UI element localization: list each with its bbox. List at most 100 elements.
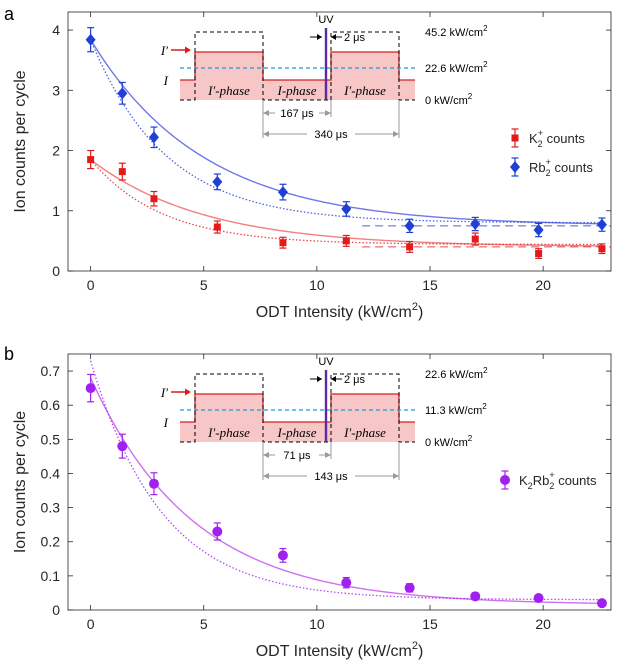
span-label-bg [307,468,355,482]
data-point-square [471,235,479,243]
data-point-square [598,245,606,253]
y-tick-label: 0 [52,263,60,279]
legend-label: K2Rb2+ counts [519,470,597,491]
pulse-width-label: 2 μs [344,32,366,44]
plot-frame [67,11,612,272]
inset-envelope [180,31,415,101]
span-label-bg [275,447,319,461]
y-tick-label: 0.4 [41,465,61,481]
uv-label: UV [318,14,334,26]
data-point-diamond [470,218,481,231]
timing-inset: UV 2 μs 22.6 kW/cm2 11.3 kW/cm2 0 kW/cm2 I′ I I… [160,356,488,483]
level-label: 22.6 kW/cm2 [425,366,488,381]
y-axis-label: Ion counts per cycle [12,411,29,553]
level-label: 0 kW/cm2 [425,92,473,107]
inset-fill [195,394,263,442]
y-tick-label: 0.2 [41,534,61,550]
span-label-2: 143 μs [314,471,348,483]
arrow-head [331,376,336,382]
level-label: 45.2 kW/cm2 [425,24,488,39]
legend-label: K2+ counts [529,128,585,149]
i-label: I [163,415,169,430]
fit-curve-dotted [90,360,602,601]
data-point-circle [212,526,223,537]
data-point-circle [470,591,481,602]
y-tick-label: 0.5 [41,431,61,447]
x-tick-label: 5 [200,277,208,293]
data-point-circle [341,577,352,588]
legend-marker [510,161,520,173]
i-prime-label: I′ [160,385,168,400]
y-tick-label: 0.6 [41,397,61,413]
timing-inset: UV 2 μs 45.2 kW/cm2 22.6 kW/cm2 0 kW/cm2 I′ I I… [160,14,488,141]
plot-frame [67,353,612,611]
data-point-diamond [596,218,607,231]
y-tick-label: 0 [52,602,60,618]
arrow-head [325,110,331,116]
data-point-square [87,156,95,164]
data-point-circle [117,441,128,452]
x-tick-label: 10 [309,277,325,293]
panel-b: b 0 5 10 15 20 0 0.1 0.2 0.3 0.4 0.5 0.6 0.7 ODT Inten… [4,344,612,660]
x-tick-label: 5 [200,616,208,632]
panel-label: a [4,4,15,24]
inset-fill [180,80,195,100]
x-tick-label: 0 [87,616,95,632]
pulse-width-label: 2 μs [344,374,366,386]
y-tick-label: 2 [52,143,60,159]
arrow-head [331,34,336,40]
inset-fill [331,52,399,100]
y-tick-label: 0.7 [41,363,61,379]
x-tick-label: 15 [422,277,438,293]
data-point-diamond [533,224,544,237]
data-point-square [279,239,287,247]
y-axis-label: Ion counts per cycle [12,70,29,212]
data-point-diamond [277,186,288,199]
i-label: I [163,73,169,88]
data-point-diamond [341,202,352,215]
inset-fill [195,52,263,100]
inset-fill [399,80,415,100]
arrow-head [263,452,269,458]
x-axis-label: ODT Intensity (kW/cm2) [256,640,424,660]
phase-label: I′-phase [207,425,250,440]
data-point-diamond [117,87,128,100]
data-point-circle [596,598,607,609]
span-label-1: 71 μs [283,450,311,462]
y-tick-label: 0.3 [41,500,61,516]
data-point-circle [277,550,288,561]
phase-label: I-phase [277,425,317,440]
data-point-circle [533,593,544,604]
span-label-1: 167 μs [280,108,314,120]
phase-label: I′-phase [343,425,386,440]
i-prime-label: I′ [160,43,168,58]
level-label: 0 kW/cm2 [425,434,473,449]
arrow-head [263,473,269,479]
y-tick-label: 1 [52,203,60,219]
x-tick-label: 0 [87,277,95,293]
legend-label: Rb2+ counts [529,157,593,178]
span-label-bg [275,105,319,119]
data-point-circle [85,383,96,394]
data-point-square [118,168,126,176]
x-axis-label: ODT Intensity (kW/cm2) [256,301,424,321]
inset-fill [331,394,399,442]
level-label: 11.3 kW/cm2 [425,402,487,417]
uv-label: UV [318,356,334,368]
panel-label: b [4,344,14,364]
data-point-square [342,237,350,245]
data-point-square [213,223,221,231]
inset-fill [263,422,331,442]
data-point-circle [148,478,159,489]
x-tick-label: 20 [535,277,551,293]
data-point-diamond [148,131,159,144]
x-tick-label: 15 [422,616,438,632]
inset-fill [399,422,415,442]
phase-label: I′-phase [343,83,386,98]
span-label-bg [307,126,355,140]
x-tick-label: 10 [309,616,325,632]
arrow-head [393,131,399,137]
inset-fill [180,422,195,442]
data-point-square [535,250,543,258]
